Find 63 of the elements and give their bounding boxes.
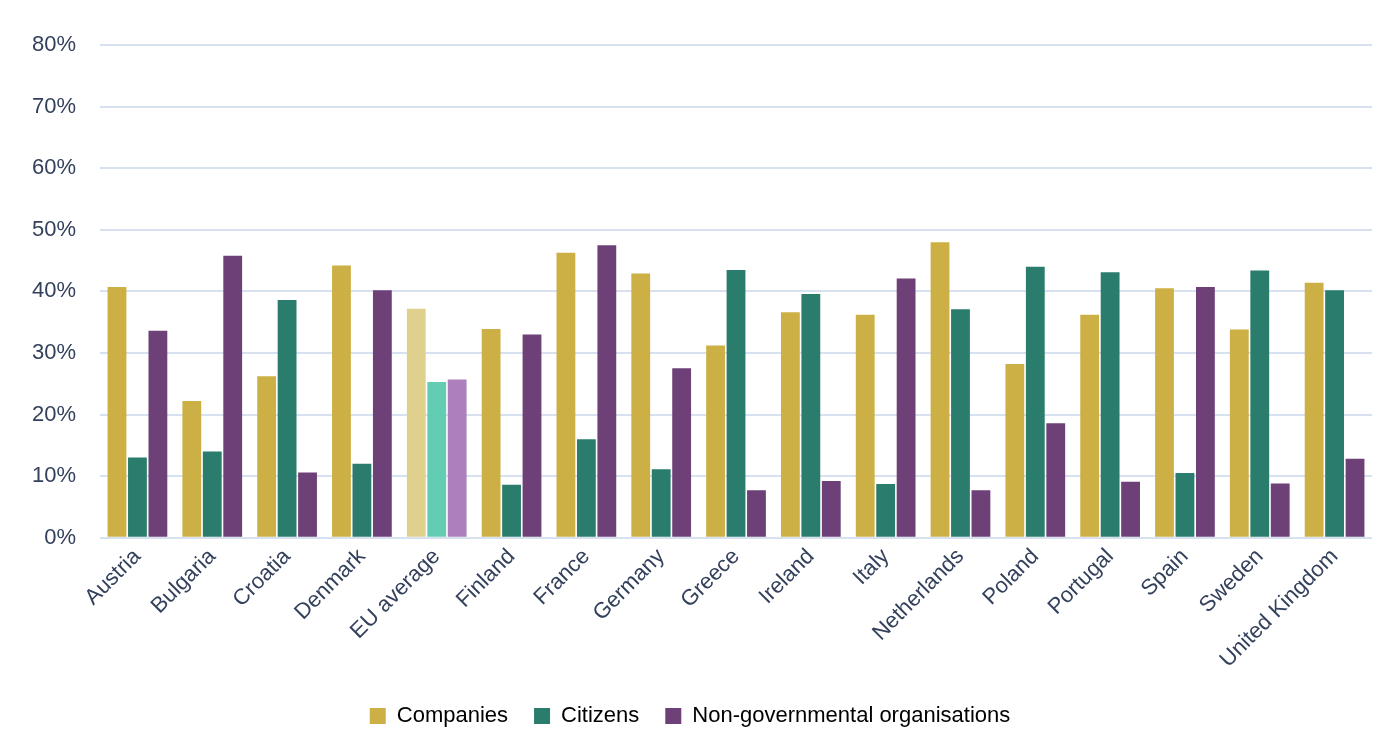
bar [801,293,821,537]
bar [352,463,372,537]
bar [406,308,426,537]
bar [951,309,970,537]
bar [747,490,766,537]
bar [821,481,841,537]
y-tick-label: 10% [31,462,77,488]
bar [1325,290,1344,537]
bar [651,469,671,537]
y-tick-label: 80% [31,31,77,57]
bar [1025,266,1045,537]
bar [1345,458,1365,537]
bar [1005,364,1025,537]
bar [855,314,875,537]
bar [202,451,222,537]
bar [971,490,991,537]
bar [726,269,746,537]
bar [223,255,243,537]
bar [1175,473,1195,537]
bar [182,400,202,537]
bar [522,334,542,537]
bar [427,381,447,537]
bar [556,252,576,537]
legend-label: Citizens [561,702,640,728]
bar [576,439,596,537]
bar [896,278,916,537]
bar [706,345,725,537]
bar [107,287,127,537]
bar [876,484,896,537]
bar [672,368,692,537]
bar [1046,423,1066,537]
bar [780,312,800,537]
y-tick-label: 0% [44,523,77,549]
legend-label: Companies [396,702,509,728]
y-tick-label: 50% [31,215,77,241]
y-tick-label: 70% [31,92,77,118]
bar [1121,481,1140,537]
bar [481,328,501,537]
bar [447,379,467,537]
bar [1100,272,1120,537]
bar [631,273,651,537]
y-tick-label: 20% [31,400,77,426]
bar [148,330,168,537]
bar [1270,483,1290,537]
legend-label: Non-governmental organisations [692,702,1011,728]
bar [298,472,317,537]
bar [257,376,277,537]
y-tick-label: 30% [31,339,77,365]
bar [277,300,297,537]
bar [1250,270,1270,537]
bar [597,245,617,537]
bar [1304,282,1324,537]
bar [930,242,950,537]
bar [1195,287,1215,537]
bar [128,457,147,537]
y-tick-label: 60% [31,154,77,180]
y-tick-label: 40% [31,277,77,303]
bar [372,290,392,537]
bar [502,484,521,537]
bar [1229,329,1249,537]
bar [1080,314,1100,537]
bar [332,265,351,537]
bar [1155,288,1174,537]
